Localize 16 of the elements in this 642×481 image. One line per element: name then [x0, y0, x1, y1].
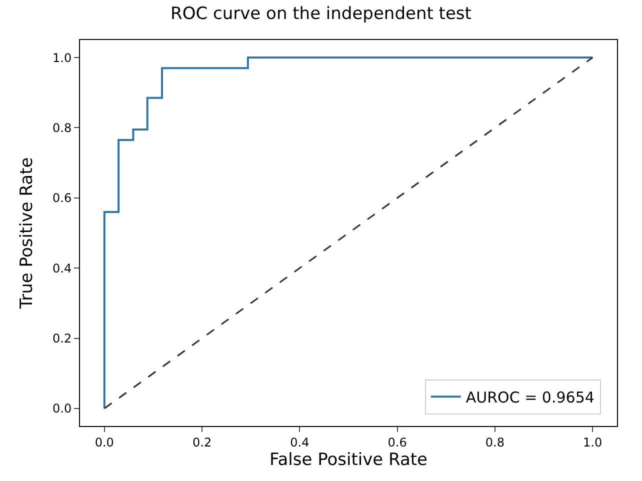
x-tick-label: 0.4 — [290, 435, 310, 450]
x-tick-label: 0.8 — [485, 435, 504, 450]
x-tick-label: 1.0 — [583, 435, 602, 450]
y-tick-label: 0.8 — [52, 120, 72, 135]
y-tick-label: 0.2 — [52, 331, 72, 346]
legend-label: AUROC = 0.9654 — [466, 388, 594, 407]
chart-title: ROC curve on the independent test — [170, 4, 472, 24]
y-tick-label: 0.0 — [52, 402, 72, 416]
x-tick-label: 0.0 — [94, 435, 114, 450]
y-tick-label: 0.6 — [52, 191, 72, 206]
y-tick-label: 1.0 — [52, 50, 72, 65]
x-tick-label: 0.2 — [192, 435, 212, 450]
y-axis-title: True Positive Rate — [17, 157, 38, 310]
y-tick-label: 0.4 — [52, 261, 72, 276]
x-axis-title: False Positive Rate — [270, 450, 428, 470]
x-tick-label: 0.6 — [388, 435, 407, 450]
